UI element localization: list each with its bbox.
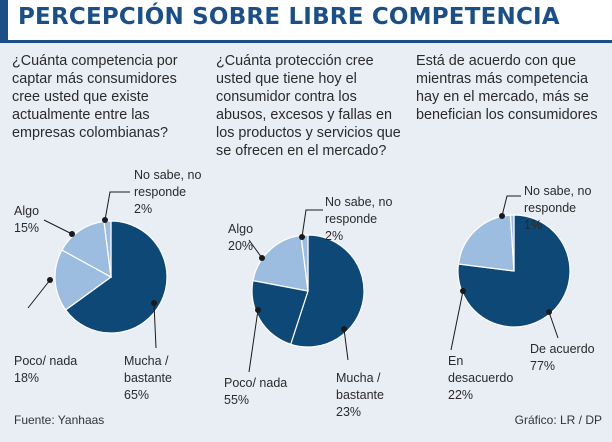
- slice-category-label: No sabe, no: [134, 168, 201, 182]
- slice-category-label: bastante: [336, 388, 384, 402]
- pie-panel-beneficio: Está de acuerdo con que mientras más com…: [408, 50, 608, 410]
- pie-panel-proteccion: ¿Cuánta protección cree usted que tiene …: [208, 50, 408, 419]
- leader-line: [548, 311, 559, 339]
- leader-dot: [151, 300, 157, 306]
- leader-line: [153, 302, 157, 349]
- leader-dot: [341, 326, 347, 332]
- leader-dot: [102, 217, 108, 223]
- leader-line: [450, 290, 464, 351]
- slice-value-label: 2%: [325, 229, 343, 243]
- slice-value-label: 22%: [448, 388, 473, 402]
- pie-slice: [509, 214, 515, 272]
- leader-dot: [299, 234, 305, 240]
- pie-chart-proteccion: Poco/ nada 55% Mucha / bastante 23% Algo 20% No…: [224, 195, 392, 419]
- slice-value-label: 20%: [228, 239, 253, 253]
- leader-line: [301, 209, 323, 238]
- slice-value-label: 2%: [134, 202, 152, 216]
- pie-slice: [64, 220, 168, 334]
- slice-value-label: 65%: [124, 388, 149, 402]
- question-text: ¿Cuánta competencia por captar más consu…: [12, 53, 178, 141]
- pie-slice: [54, 249, 113, 311]
- pie-chart-beneficio: De acuerdo 77% En desacuerdo 22% No sabe, no r…: [448, 184, 595, 402]
- slice-category-label: No sabe, no: [325, 195, 392, 209]
- slice-value-label: 15%: [14, 221, 39, 235]
- slice-category-label: Algo: [228, 222, 253, 236]
- slice-category-label: Poco/ nada: [224, 376, 287, 390]
- slice-category-label: responde: [524, 201, 576, 215]
- leader-dot: [255, 307, 261, 313]
- slice-value-label: 23%: [336, 405, 361, 419]
- pie-chart-competencia: Mucha / bastante 65% Poco/ nada 18% Algo 15% No…: [14, 168, 201, 402]
- leader-line: [43, 219, 73, 235]
- source-note: Fuente: Yanhaas: [14, 413, 105, 427]
- pie-panel-competencia: ¿Cuánta competencia por captar más consu…: [4, 50, 204, 410]
- title-rule: [0, 40, 612, 43]
- pie-slice: [252, 234, 309, 292]
- title-bar: PERCEPCIÓN SOBRE LIBRE COMPETENCIA: [0, 0, 612, 40]
- slice-value-label: 18%: [14, 371, 39, 385]
- question-text: Está de acuerdo con que mientras más com…: [416, 53, 598, 123]
- slice-category-label: En: [448, 354, 463, 368]
- question-text: ¿Cuánta protección cree usted que tiene …: [216, 53, 401, 159]
- leader-line: [248, 309, 259, 373]
- leader-line: [248, 239, 263, 259]
- leader-dot: [460, 288, 466, 294]
- pie-slice: [457, 214, 515, 272]
- pie-slice: [289, 234, 365, 348]
- slice-value-label: 1%: [524, 218, 542, 232]
- slice-value-label: 77%: [530, 359, 555, 373]
- leader-dot: [546, 309, 552, 315]
- slice-category-label: responde: [134, 185, 186, 199]
- slice-category-label: desacuerdo: [448, 371, 513, 385]
- leader-dot: [69, 231, 75, 237]
- slice-category-label: responde: [325, 212, 377, 226]
- leader-line: [27, 279, 51, 309]
- leader-dot: [259, 255, 265, 261]
- leader-line: [104, 191, 130, 221]
- slice-category-label: Mucha /: [336, 371, 381, 385]
- title-accent: [0, 0, 8, 40]
- slice-category-label: Algo: [14, 204, 39, 218]
- slice-category-label: Poco/ nada: [14, 354, 77, 368]
- slice-category-label: No sabe, no: [524, 184, 591, 198]
- slice-category-label: bastante: [124, 371, 172, 385]
- chart-title: PERCEPCIÓN SOBRE LIBRE COMPETENCIA: [18, 4, 560, 30]
- leader-dot: [499, 213, 505, 219]
- leader-line: [501, 195, 521, 217]
- slice-category-label: Mucha /: [124, 354, 169, 368]
- leader-dot: [47, 277, 53, 283]
- pie-slice: [251, 279, 309, 346]
- leader-line: [343, 328, 349, 361]
- graphic-credit: Gráfico: LR / DP: [514, 413, 602, 427]
- slice-category-label: De acuerdo: [530, 342, 595, 356]
- slice-value-label: 55%: [224, 393, 249, 407]
